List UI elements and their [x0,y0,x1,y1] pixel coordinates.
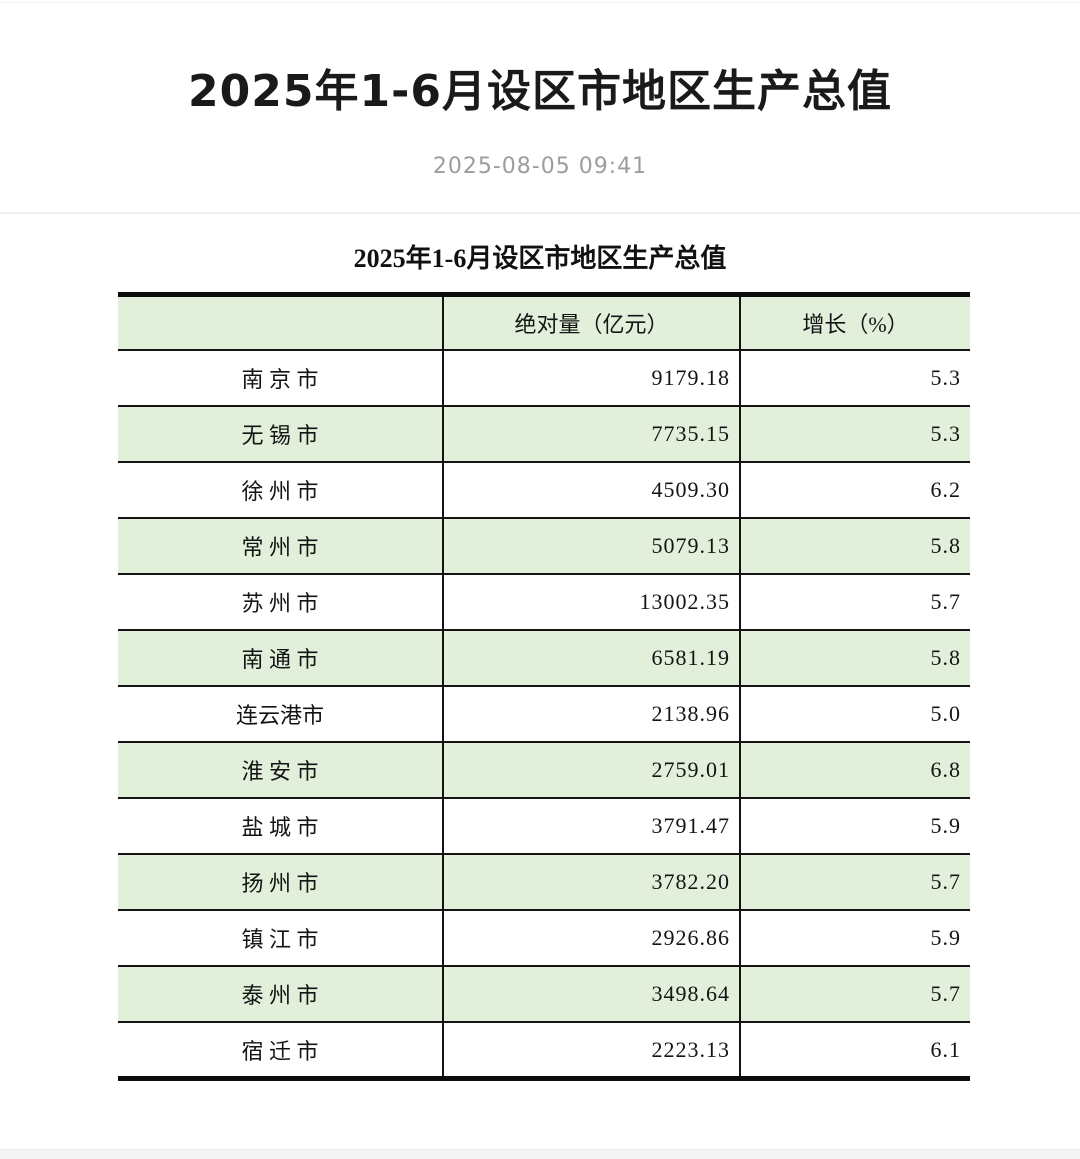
table-row: 扬 州 市 3782.20 5.7 [118,854,970,912]
city-cell: 泰 州 市 [118,966,443,1024]
growth-cell: 5.8 [739,518,970,576]
value-cell: 9179.18 [442,350,740,408]
col-header-city [118,294,443,352]
table-title: 2025年1-6月设区市地区生产总值 [353,244,727,274]
growth-cell: 6.1 [739,1022,970,1080]
table-row: 南 京 市 9179.18 5.3 [118,350,970,408]
growth-cell: 5.7 [739,854,970,912]
city-cell: 南 通 市 [118,630,443,688]
value-cell: 3498.64 [442,966,740,1024]
city-cell: 盐 城 市 [118,798,443,856]
growth-cell: 6.8 [739,742,970,800]
growth-cell: 5.9 [739,910,970,968]
growth-cell: 5.8 [739,630,970,688]
value-cell: 13002.35 [442,574,740,632]
growth-cell: 5.0 [739,686,970,744]
value-cell: 2759.01 [442,742,740,800]
value-cell: 2223.13 [442,1022,740,1080]
growth-cell: 5.3 [739,406,970,464]
table-row: 镇 江 市 2926.86 5.9 [118,910,970,968]
article-body: 2025年1-6月设区市地区生产总值 绝对量（亿元） 增长（%） 南 京 市 9… [0,242,1080,1081]
table-row: 泰 州 市 3498.64 5.7 [118,966,970,1024]
value-cell: 2926.86 [442,910,740,968]
growth-cell: 6.2 [739,462,970,520]
top-divider [0,0,1080,3]
page-title: 2025年1-6月设区市地区生产总值 [188,66,892,117]
col-header-absolute: 绝对量（亿元） [442,294,740,352]
city-cell: 徐 州 市 [118,462,443,520]
publish-date: 2025-08-05 09:41 [432,154,648,180]
value-cell: 3782.20 [442,854,740,912]
footer-strip [0,1149,1080,1159]
growth-cell: 5.3 [739,350,970,408]
value-cell: 3791.47 [442,798,740,856]
value-cell: 2138.96 [442,686,740,744]
table-row: 宿 迁 市 2223.13 6.1 [118,1022,970,1080]
city-cell: 南 京 市 [118,350,443,408]
header-divider [0,212,1080,215]
table-row: 南 通 市 6581.19 5.8 [118,630,970,688]
value-cell: 5079.13 [442,518,740,576]
table-row: 无 锡 市 7735.15 5.3 [118,406,970,464]
table-body: 南 京 市 9179.18 5.3 无 锡 市 7735.15 5.3 徐 州 … [118,350,970,1080]
growth-cell: 5.9 [739,798,970,856]
city-cell: 镇 江 市 [118,910,443,968]
city-cell: 宿 迁 市 [118,1022,443,1080]
city-cell: 无 锡 市 [118,406,443,464]
table-row: 徐 州 市 4509.30 6.2 [118,462,970,520]
growth-cell: 5.7 [739,574,970,632]
city-cell: 淮 安 市 [118,742,443,800]
value-cell: 7735.15 [442,406,740,464]
table-row: 连云港市 2138.96 5.0 [118,686,970,744]
gdp-table: 绝对量（亿元） 增长（%） 南 京 市 9179.18 5.3 无 锡 市 77… [118,291,970,1081]
table-row: 淮 安 市 2759.01 6.8 [118,742,970,800]
col-header-growth: 增长（%） [739,294,970,352]
table-header-row: 绝对量（亿元） 增长（%） [118,294,970,352]
table-row: 苏 州 市 13002.35 5.7 [118,574,970,632]
value-cell: 4509.30 [442,462,740,520]
article-header: 2025年1-6月设区市地区生产总值 2025-08-05 09:41 [0,3,1080,180]
city-cell: 常 州 市 [118,518,443,576]
city-cell: 连云港市 [118,686,443,744]
table-row: 盐 城 市 3791.47 5.9 [118,798,970,856]
value-cell: 6581.19 [442,630,740,688]
growth-cell: 5.7 [739,966,970,1024]
city-cell: 扬 州 市 [118,854,443,912]
city-cell: 苏 州 市 [118,574,443,632]
table-row: 常 州 市 5079.13 5.8 [118,518,970,576]
